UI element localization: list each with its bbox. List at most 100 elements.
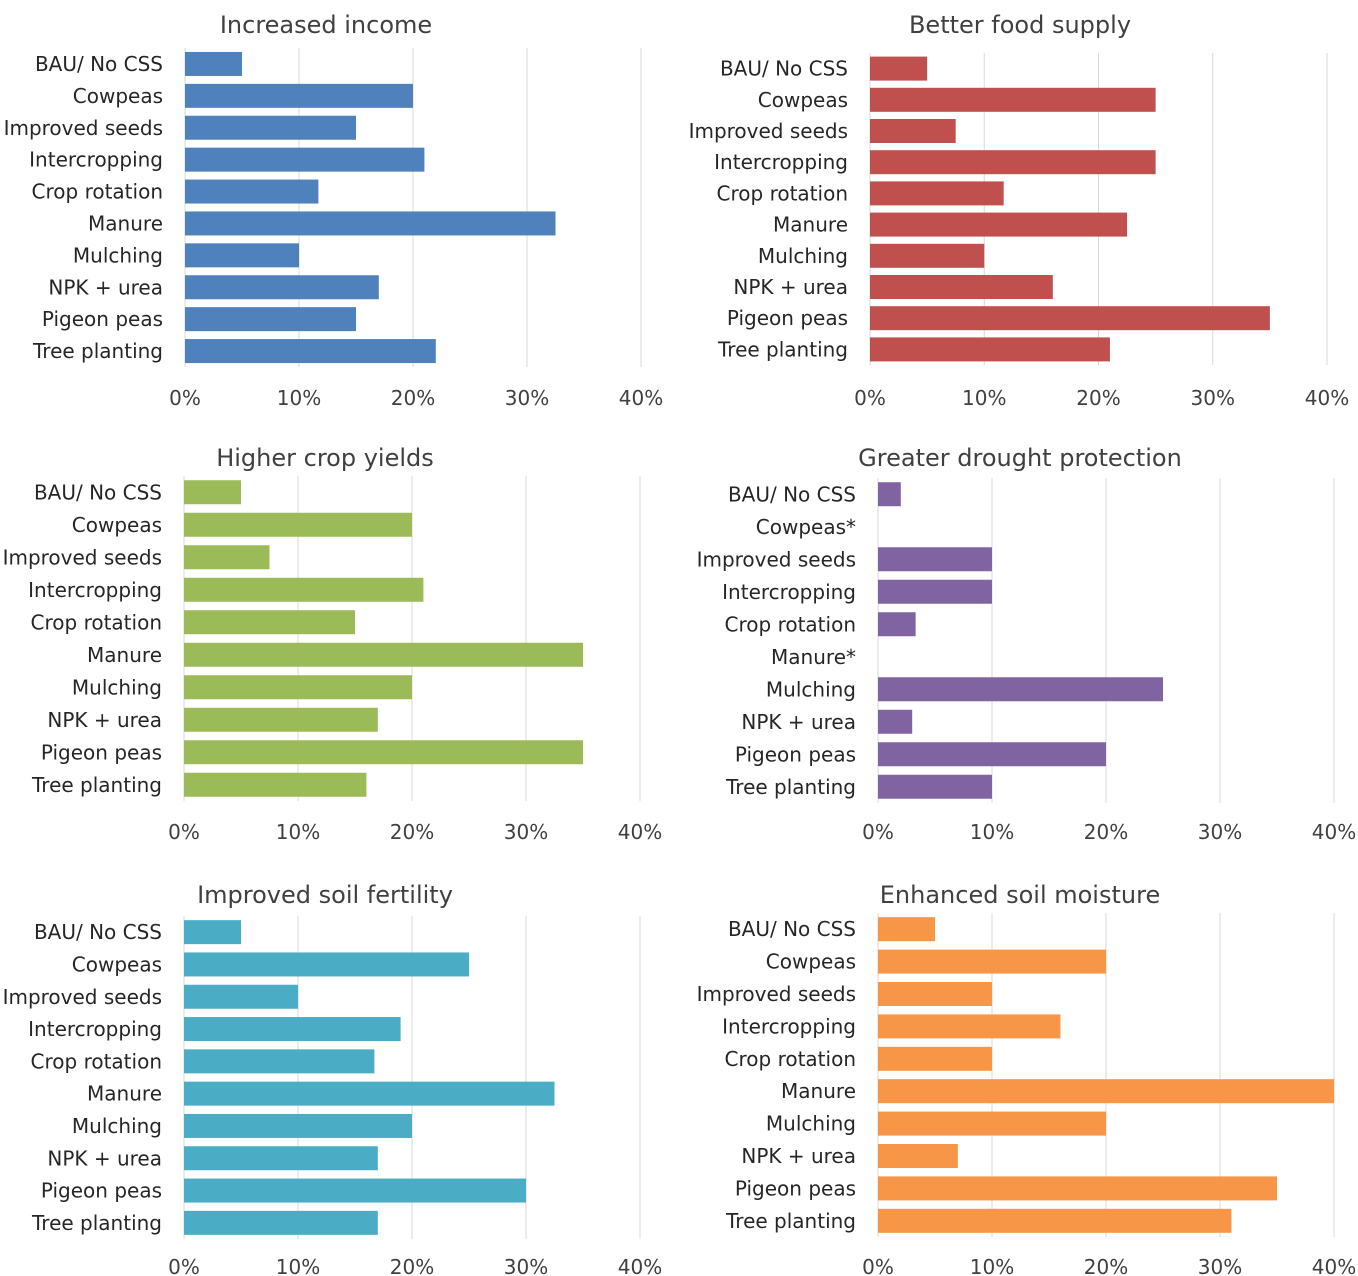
category-label: Mulching [72, 1114, 162, 1138]
x-tick-label: 10% [970, 1255, 1014, 1276]
bar [185, 307, 356, 332]
bar [878, 709, 913, 734]
category-label: NPK + urea [48, 275, 163, 299]
x-tick-label: 10% [276, 1255, 320, 1276]
x-tick-label: 0% [168, 1255, 200, 1276]
x-tick-label: 0% [169, 386, 201, 410]
bar [184, 1210, 378, 1235]
bar [878, 579, 992, 604]
x-tick-label: 20% [390, 1255, 434, 1276]
x-tick-label: 20% [1084, 1255, 1128, 1276]
bar [184, 1146, 378, 1171]
x-tick-label: 0% [862, 820, 894, 844]
category-label: Cowpeas [73, 84, 163, 108]
category-label: BAU/ No CSS [720, 57, 848, 81]
category-label: Manure* [771, 645, 856, 669]
chart-title: Better food supply [909, 11, 1131, 39]
category-label: Tree planting [31, 773, 162, 797]
bar [870, 181, 1004, 206]
category-label: Intercropping [714, 150, 848, 174]
category-label: Cowpeas [766, 950, 856, 974]
x-tick-label: 0% [168, 820, 200, 844]
x-tick-label: 0% [862, 1255, 894, 1276]
bar [185, 339, 436, 364]
bar [184, 740, 583, 765]
bar [184, 675, 412, 700]
category-label: Tree planting [31, 1211, 162, 1235]
bar [870, 243, 985, 268]
category-label: Intercropping [28, 578, 162, 602]
chart-title: Greater drought protection [858, 444, 1182, 472]
bar [185, 115, 356, 140]
category-label: Cowpeas [72, 513, 162, 537]
x-tick-label: 10% [962, 386, 1006, 410]
x-tick-label: 0% [854, 386, 886, 410]
bar [878, 1046, 992, 1071]
category-label: Improved seeds [3, 545, 162, 569]
bar [184, 772, 367, 797]
bar [878, 1079, 1334, 1104]
category-label: NPK + urea [741, 710, 856, 734]
bar [878, 612, 916, 637]
bar [878, 917, 935, 942]
category-label: BAU/ No CSS [34, 920, 162, 944]
bar [184, 577, 424, 602]
category-label: Crop rotation [32, 180, 163, 204]
x-tick-label: 20% [1076, 386, 1120, 410]
bar [185, 147, 425, 172]
category-label: BAU/ No CSS [728, 917, 856, 941]
category-label: Improved seeds [4, 116, 163, 140]
bar [184, 952, 469, 977]
bar [184, 707, 378, 732]
x-tick-label: 30% [505, 386, 549, 410]
bar [870, 212, 1128, 237]
bar [184, 1081, 555, 1106]
category-label: NPK + urea [741, 1144, 856, 1168]
bar [184, 610, 355, 635]
bar [878, 1144, 958, 1168]
chart-title: Enhanced soil moisture [880, 881, 1160, 909]
bar [870, 150, 1156, 175]
category-label: Intercropping [722, 1014, 856, 1038]
category-label: Improved seeds [697, 982, 856, 1006]
bar [184, 1113, 412, 1138]
category-label: Manure [781, 1079, 856, 1103]
x-tick-label: 30% [504, 820, 548, 844]
bar [870, 337, 1110, 362]
bar [870, 119, 956, 143]
x-tick-label: 40% [618, 820, 662, 844]
x-tick-label: 30% [1191, 386, 1235, 410]
bar [878, 547, 992, 572]
bar [184, 1178, 526, 1203]
category-label: Improved seeds [697, 547, 856, 571]
category-label: BAU/ No CSS [35, 52, 163, 76]
category-label: Mulching [73, 243, 163, 267]
bar [184, 984, 298, 1009]
bar [184, 1049, 375, 1074]
chart-title: Increased income [220, 11, 432, 39]
bar [878, 949, 1106, 974]
bar [878, 774, 992, 799]
bar [185, 51, 242, 76]
category-label: Cowpeas [72, 952, 162, 976]
category-label: BAU/ No CSS [34, 480, 162, 504]
chart-panel: Greater drought protection 0% 10% 20% 30% 40%… [697, 444, 1357, 844]
category-label: Mulching [758, 244, 848, 268]
category-label: Pigeon peas [41, 740, 162, 764]
x-tick-label: 40% [618, 1255, 662, 1276]
x-tick-label: 10% [970, 820, 1014, 844]
bar [878, 1111, 1106, 1136]
bar [185, 83, 413, 108]
category-label: Tree planting [725, 1209, 856, 1233]
bar [185, 211, 556, 236]
chart-panel: Increased income 0% 10% 20% 30% 40% BAU/ No CS… [4, 11, 664, 410]
chart-panel: Enhanced soil moisture 0% 10% 20% 30% 40% BAU/… [697, 881, 1357, 1276]
category-label: Intercropping [28, 1017, 162, 1041]
category-label: Tree planting [32, 339, 163, 363]
x-tick-label: 20% [1084, 820, 1128, 844]
bar [185, 275, 379, 300]
category-label: NPK + urea [47, 708, 162, 732]
bar [878, 982, 992, 1006]
chart-panel: Higher crop yields 0% 10% 20% 30% 40% BAU/ No … [3, 444, 663, 844]
